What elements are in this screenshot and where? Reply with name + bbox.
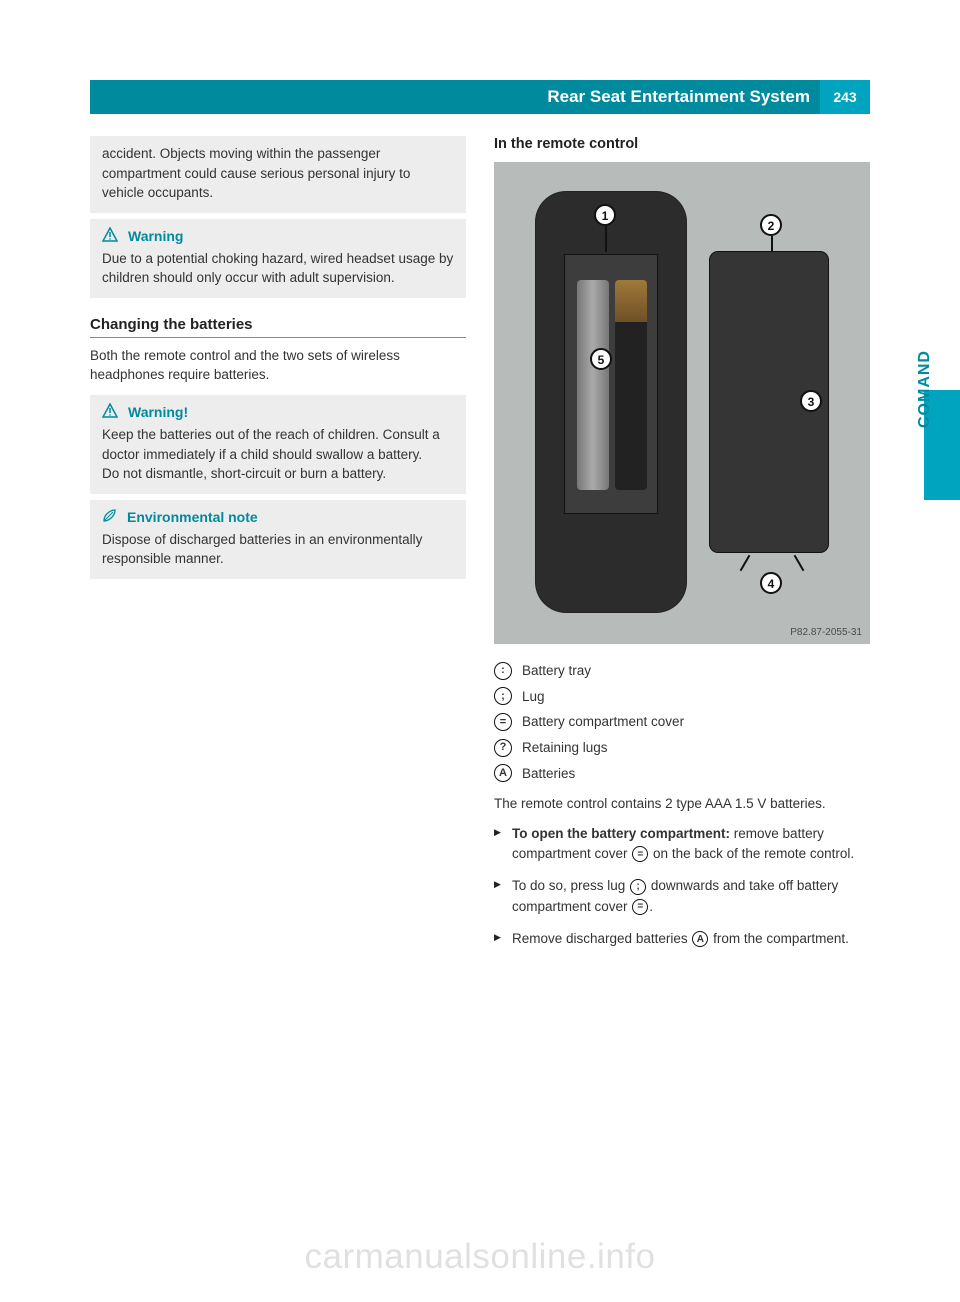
- page-number: 243: [820, 80, 870, 114]
- step-item: To open the battery compartment: remove …: [494, 824, 870, 865]
- pointer-line: [740, 555, 751, 572]
- warning-label: Warning!: [128, 404, 188, 420]
- step-item: Remove discharged batteries A from the c…: [494, 929, 870, 949]
- remote-control-figure: 1 2 3 4 5 P82.87-2055-31: [494, 162, 870, 644]
- warning-label: Warning: [128, 228, 183, 244]
- step-text: To do so, press lug: [512, 878, 629, 893]
- warning-callout-2: Warning! Keep the batteries out of the r…: [90, 395, 466, 494]
- legend-label: Lug: [522, 684, 545, 710]
- section-intro: Both the remote control and the two sets…: [90, 346, 466, 385]
- warning-triangle-icon: [102, 227, 118, 245]
- left-column: accident. Objects moving within the pass…: [90, 136, 466, 961]
- step-text: from the compartment.: [709, 931, 849, 946]
- battery-aaa: [577, 280, 609, 490]
- continuation-callout: accident. Objects moving within the pass…: [90, 136, 466, 213]
- leaf-icon: [102, 508, 117, 526]
- warning-text: Keep the batteries out of the reach of c…: [102, 425, 454, 464]
- instruction-steps: To open the battery compartment: remove …: [494, 824, 870, 949]
- legend-item: = Battery compartment cover: [494, 709, 870, 735]
- battery-aaa: [615, 280, 647, 490]
- callout-1: 1: [594, 204, 616, 226]
- env-label: Environmental note: [127, 509, 258, 525]
- continuation-text: accident. Objects moving within the pass…: [102, 144, 454, 203]
- env-heading: Environmental note: [102, 508, 454, 526]
- callout-3: 3: [800, 390, 822, 412]
- battery-spec-note: The remote control contains 2 type AAA 1…: [494, 794, 870, 814]
- ref-icon: =: [632, 899, 648, 915]
- environmental-note-callout: Environmental note Dispose of discharged…: [90, 500, 466, 579]
- step-text: Remove discharged batteries: [512, 931, 691, 946]
- legend-num: ?: [494, 739, 512, 757]
- legend-num: A: [494, 764, 512, 782]
- page-content: Rear Seat Entertainment System 243 accid…: [90, 80, 870, 961]
- columns: accident. Objects moving within the pass…: [90, 136, 870, 961]
- legend-item: ; Lug: [494, 684, 870, 710]
- battery-well: [564, 254, 658, 514]
- header-bar: Rear Seat Entertainment System 243: [90, 80, 870, 114]
- right-column: In the remote control 1 2 3: [494, 136, 870, 961]
- warning-callout-1: Warning Due to a potential choking hazar…: [90, 219, 466, 298]
- side-tab-label: COMAND: [916, 350, 934, 428]
- figure-canvas: 1 2 3 4 5 P82.87-2055-31: [494, 162, 870, 644]
- warning-triangle-icon: [102, 403, 118, 421]
- pointer-line: [605, 226, 607, 252]
- env-text: Dispose of discharged batteries in an en…: [102, 530, 454, 569]
- ref-icon: =: [632, 846, 648, 862]
- ref-icon: ;: [630, 879, 646, 895]
- figure-code: P82.87-2055-31: [790, 627, 862, 638]
- warning-text: Do not dismantle, short-circuit or burn …: [102, 464, 454, 484]
- legend-item: A Batteries: [494, 761, 870, 787]
- step-text: .: [649, 899, 653, 914]
- remote-body: [536, 192, 686, 612]
- legend-label: Retaining lugs: [522, 735, 608, 761]
- header-title: Rear Seat Entertainment System: [547, 80, 810, 114]
- section-heading: Changing the batteries: [90, 316, 466, 338]
- watermark: carmanualsonline.info: [0, 1237, 960, 1277]
- ref-icon: A: [692, 931, 708, 947]
- warning-heading: Warning: [102, 227, 454, 245]
- step-text: on the back of the remote control.: [649, 846, 854, 861]
- callout-2: 2: [760, 214, 782, 236]
- legend-label: Batteries: [522, 761, 575, 787]
- warning-text: Due to a potential choking hazard, wired…: [102, 249, 454, 288]
- legend-label: Battery tray: [522, 658, 591, 684]
- legend-num: :: [494, 662, 512, 680]
- subheading: In the remote control: [494, 136, 870, 152]
- callout-4: 4: [760, 572, 782, 594]
- legend-label: Battery compartment cover: [522, 709, 684, 735]
- legend-num: ;: [494, 687, 512, 705]
- step-item: To do so, press lug ; downwards and take…: [494, 876, 870, 917]
- step-bold: To open the battery compartment:: [512, 826, 730, 841]
- figure-legend: : Battery tray ; Lug = Battery compartment …: [494, 658, 870, 786]
- legend-item: : Battery tray: [494, 658, 870, 684]
- pointer-line: [794, 555, 805, 572]
- warning-heading: Warning!: [102, 403, 454, 421]
- pointer-line: [771, 236, 773, 252]
- legend-num: =: [494, 713, 512, 731]
- legend-item: ? Retaining lugs: [494, 735, 870, 761]
- callout-5: 5: [590, 348, 612, 370]
